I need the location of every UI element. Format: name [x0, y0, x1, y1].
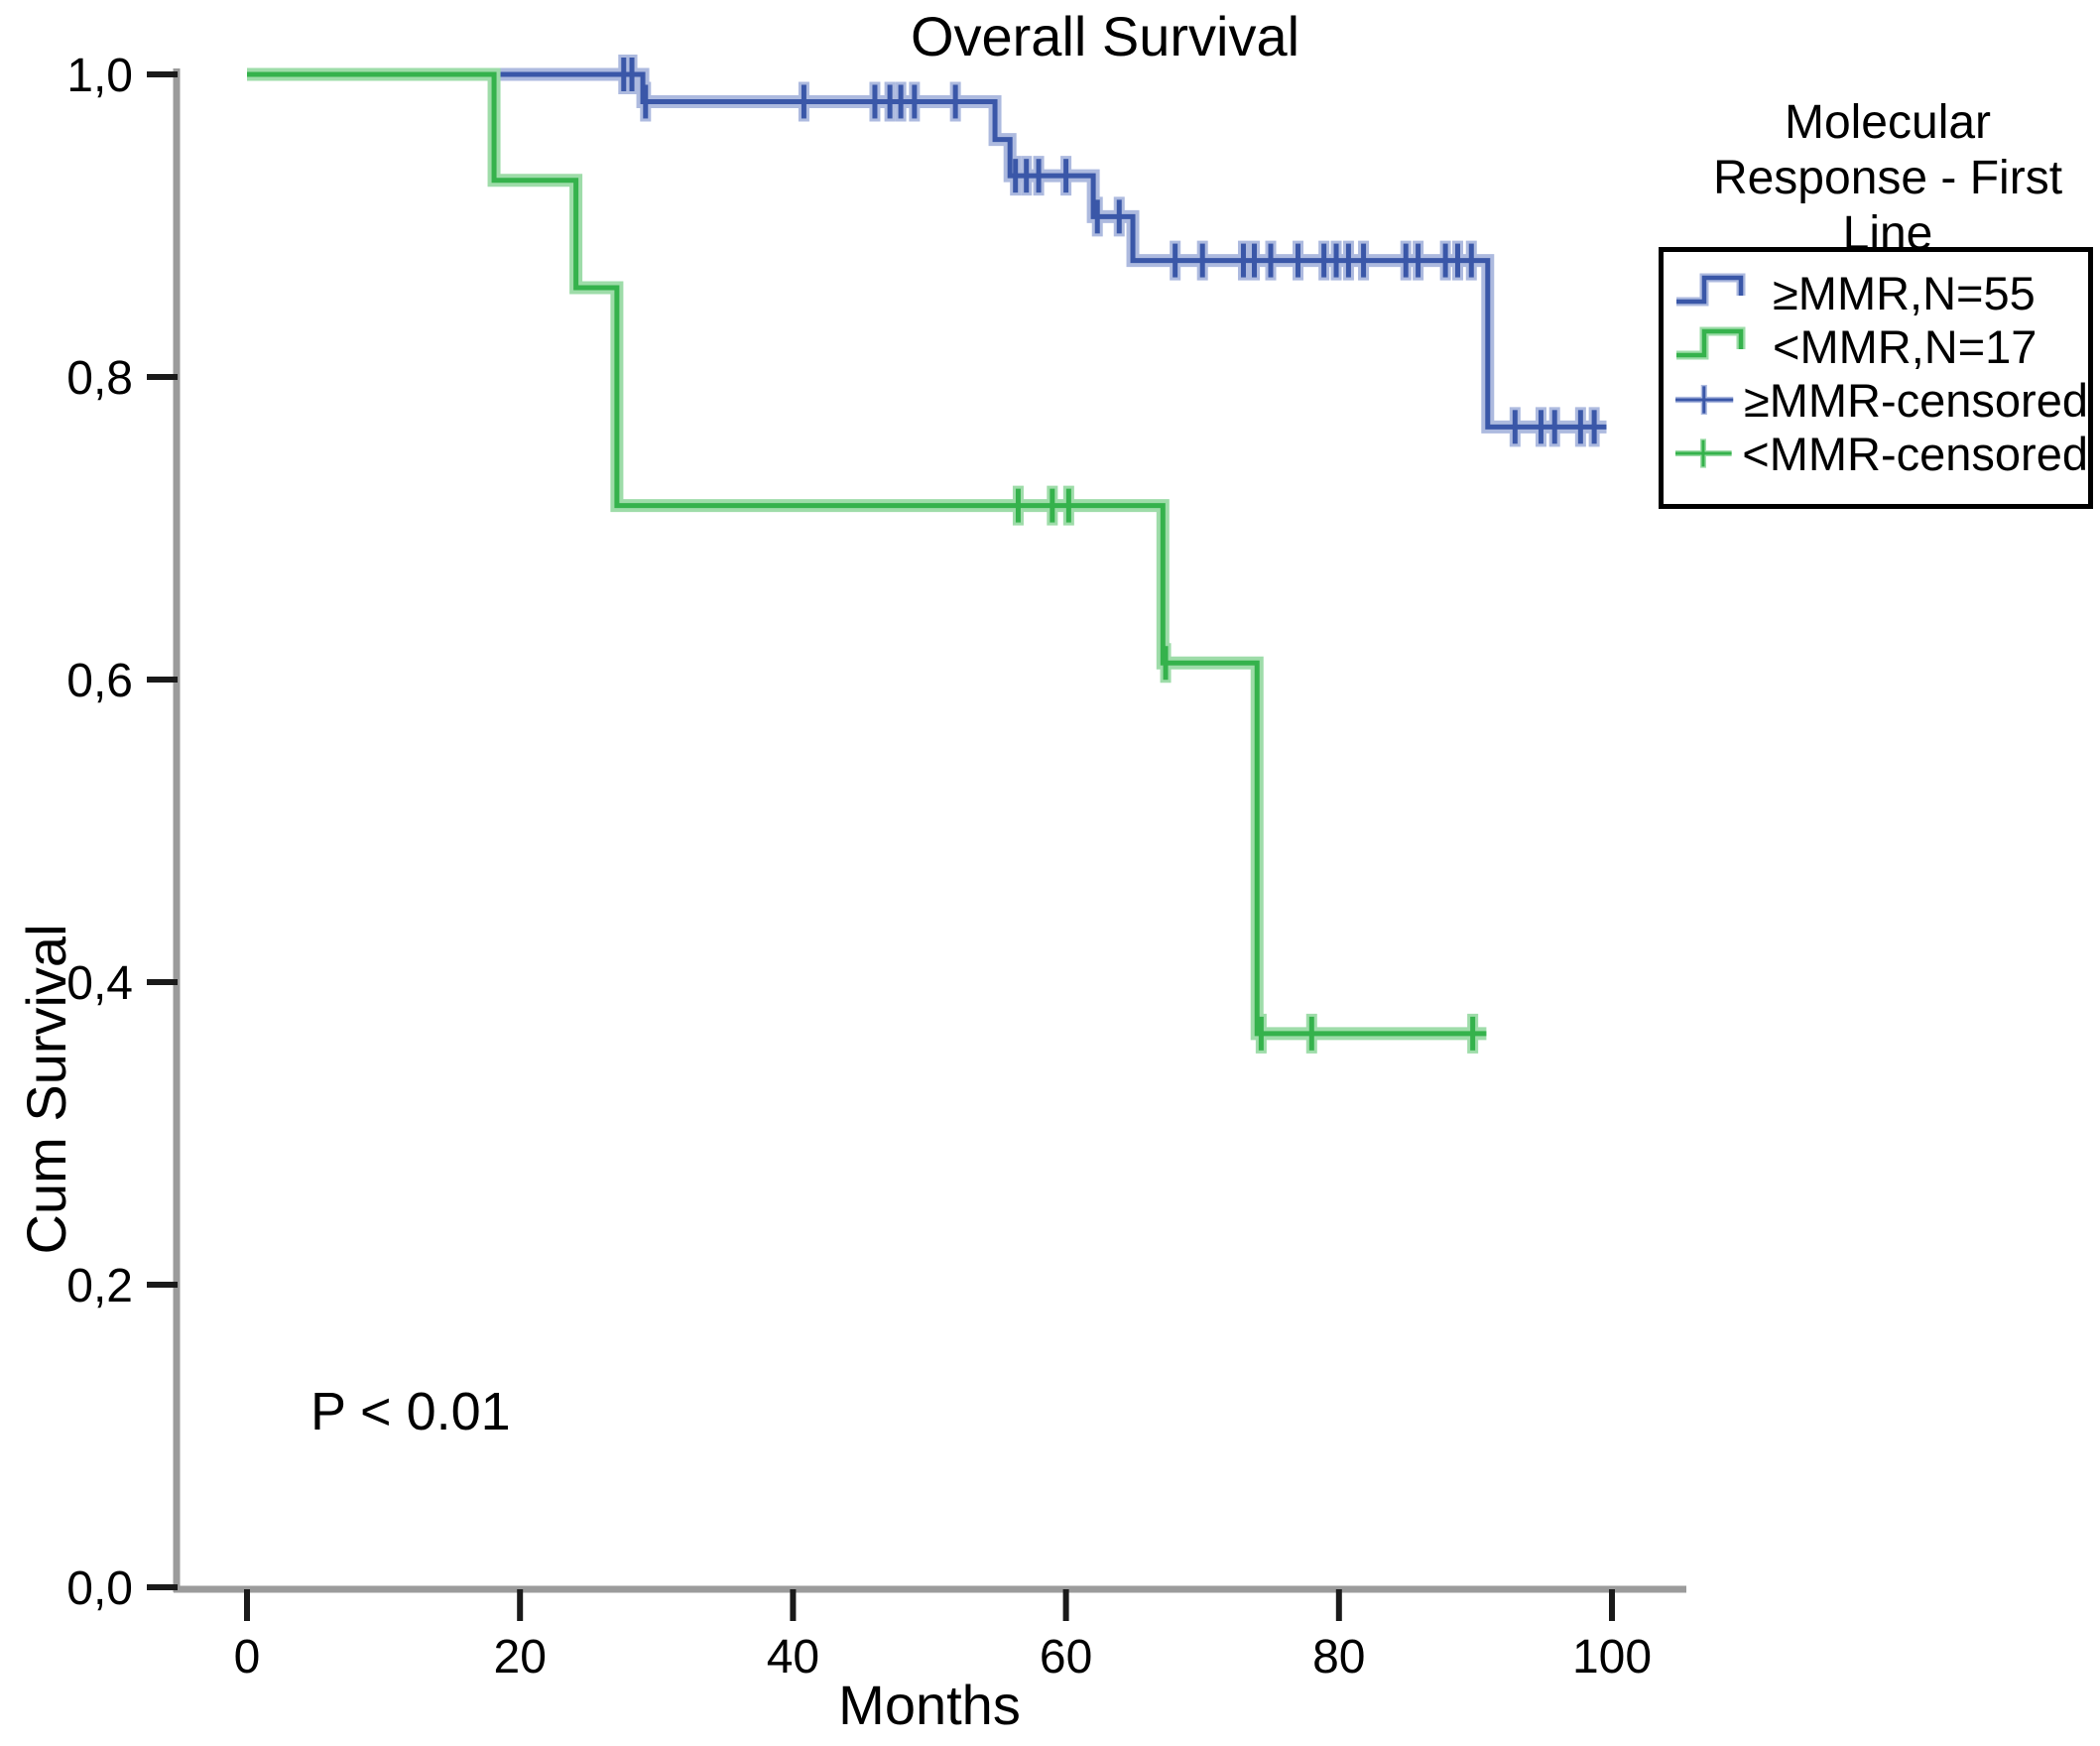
x-tick-label: 80 [1312, 1631, 1365, 1684]
legend-item: ≥MMR-censored [1664, 373, 2088, 427]
legend-step-line-icon [1676, 326, 1746, 360]
legend-box: ≥MMR,N=55 <MMR,N=17 ≥MMR-censored <MMR-cens… [1659, 247, 2093, 509]
legend-title: Molecular Response - First Line [1712, 96, 2063, 261]
y-tick-label: 0,0 [66, 1562, 133, 1615]
legend-item-label: ≥MMR-censored [1743, 373, 2088, 427]
x-tick-label: 0 [234, 1631, 261, 1684]
x-tick-label: 40 [767, 1631, 819, 1684]
legend-item: <MMR-censored [1664, 427, 2088, 480]
y-tick-label: 0,2 [66, 1260, 133, 1312]
x-tick-label: 100 [1572, 1631, 1652, 1684]
x-tick-label: 20 [494, 1631, 547, 1684]
y-tick-label: 1,0 [66, 50, 133, 102]
p-value-annotation: P < 0.01 [310, 1382, 511, 1441]
km-curve [247, 71, 1487, 1037]
legend-item-label: <MMR-censored [1742, 427, 2088, 480]
y-tick-label: 0,4 [66, 957, 133, 1010]
x-tick-label: 60 [1040, 1631, 1092, 1684]
x-axis-title: Months [838, 1674, 1021, 1736]
chart-title: Overall Survival [910, 5, 1300, 67]
km-curve [247, 71, 1607, 430]
y-axis-title: Cum Survival [15, 924, 77, 1255]
legend-item: <MMR,N=17 [1664, 319, 2088, 373]
legend-censor-plus-icon [1674, 438, 1732, 468]
legend-step-line-icon [1676, 273, 1746, 307]
series-green [247, 67, 1487, 1054]
legend-item-label: ≥MMR,N=55 [1773, 266, 2036, 319]
series-blue [247, 55, 1607, 447]
y-tick-label: 0,6 [66, 655, 133, 707]
legend-item-label: <MMR,N=17 [1773, 319, 2038, 373]
y-tick-label: 0,8 [66, 352, 133, 405]
legend-censor-plus-icon [1675, 384, 1734, 416]
legend-item: ≥MMR,N=55 [1664, 266, 2088, 319]
km-curve-halo [247, 67, 1487, 1041]
